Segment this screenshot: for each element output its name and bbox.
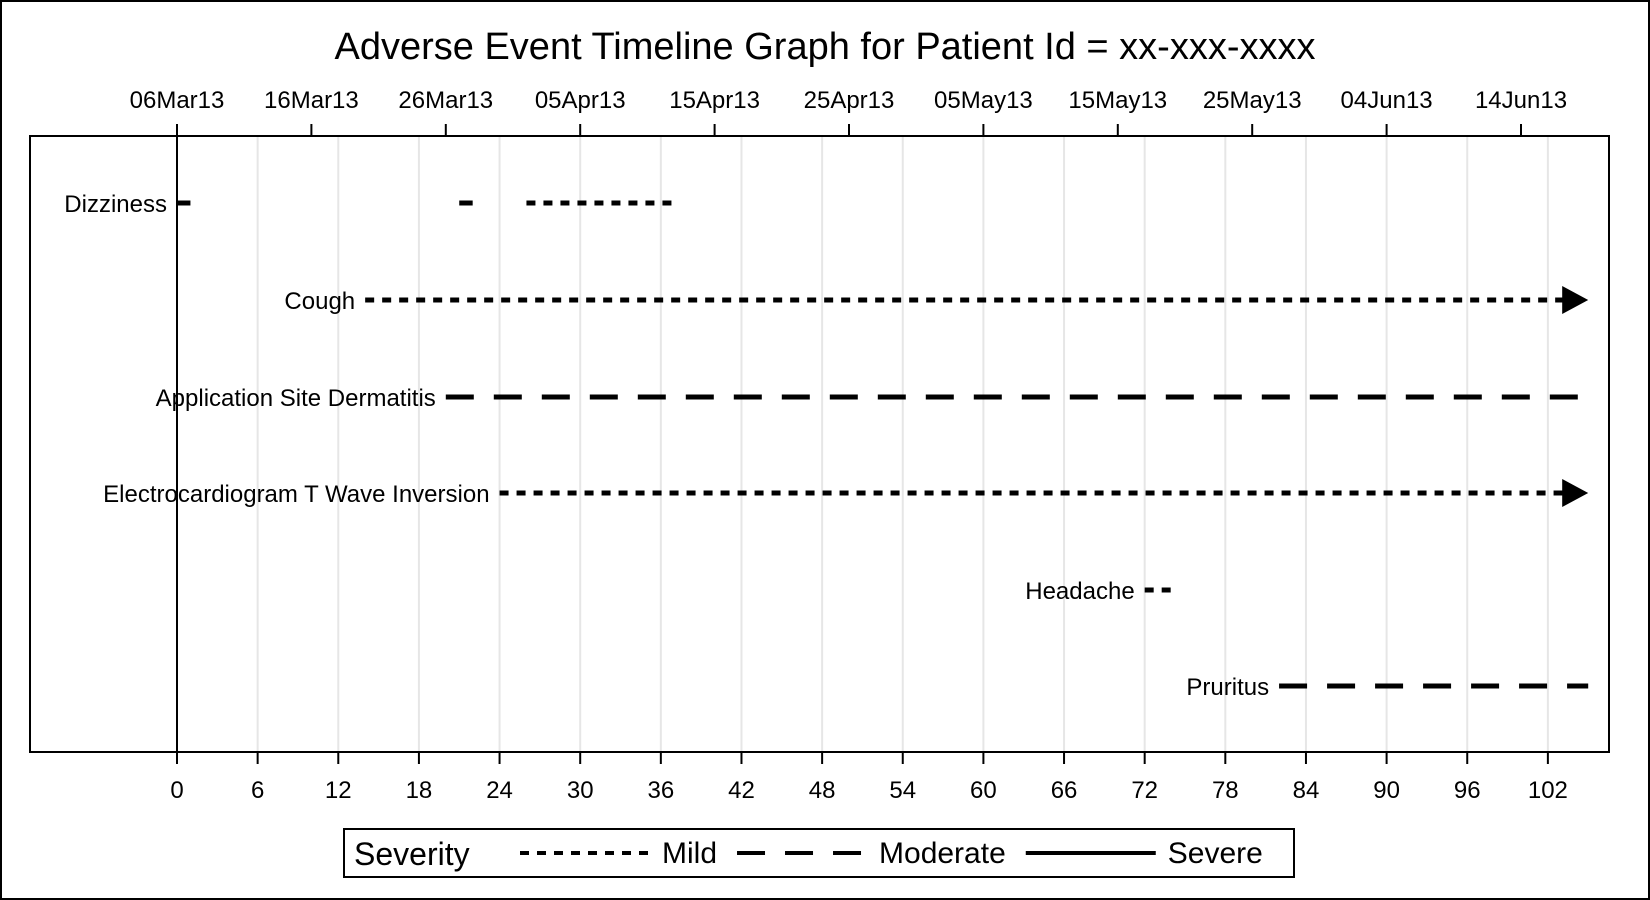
day-tick-label-11: 66 — [1051, 777, 1078, 804]
event-label-2: Application Site Dermatitis — [156, 385, 436, 412]
date-tick-label-0: 06Mar13 — [130, 87, 225, 114]
event-label-4: Headache — [1025, 578, 1134, 605]
day-axis: 0 6 12 18 24 30 36 42 48 54 60 66 72 78 84 90 96 102 — [170, 752, 1568, 804]
date-tick-label-9: 04Jun13 — [1341, 87, 1433, 114]
event-row-0: Dizziness — [64, 191, 675, 218]
legend-label-severe: Severe — [1168, 837, 1263, 870]
severity-legend: Severity Mild Moderate Severe — [343, 828, 1295, 878]
day-tick-label-12: 72 — [1131, 777, 1158, 804]
date-tick-label-1: 16Mar13 — [264, 87, 359, 114]
day-tick-label-5: 30 — [567, 777, 594, 804]
date-tick-label-2: 26Mar13 — [398, 87, 493, 114]
event-row-4: Headache — [1025, 578, 1172, 605]
plot-area-border — [29, 135, 1610, 753]
day-tick-label-3: 18 — [406, 777, 433, 804]
day-tick-label-4: 24 — [486, 777, 513, 804]
day-tick-label-15: 90 — [1373, 777, 1400, 804]
date-tick-label-10: 14Jun13 — [1475, 87, 1567, 114]
event-label-1: Cough — [284, 288, 355, 315]
date-tick-label-6: 05May13 — [934, 87, 1033, 114]
legend-label-moderate: Moderate — [879, 837, 1006, 870]
event-row-1: Cough — [284, 286, 1589, 315]
event-row-2: Application Site Dermatitis — [156, 385, 1589, 412]
event-label-3: Electrocardiogram T Wave Inversion — [103, 481, 489, 508]
ongoing-arrow-3-0 — [1562, 479, 1589, 507]
day-tick-label-0: 0 — [170, 777, 183, 804]
date-axis: 06Mar13 16Mar13 26Mar13 05Apr13 15Apr13 25Apr… — [130, 87, 1567, 136]
date-tick-label-5: 25Apr13 — [804, 87, 895, 114]
day-tick-label-14: 84 — [1293, 777, 1320, 804]
ongoing-arrow-1-0 — [1562, 286, 1589, 314]
day-tick-label-6: 36 — [647, 777, 674, 804]
day-tick-label-2: 12 — [325, 777, 352, 804]
day-tick-label-8: 48 — [809, 777, 836, 804]
date-tick-label-3: 05Apr13 — [535, 87, 626, 114]
event-label-0: Dizziness — [64, 191, 167, 218]
legend-title: Severity — [354, 836, 470, 872]
day-tick-label-10: 60 — [970, 777, 997, 804]
event-bars: Dizziness Cough Application Site Dermatiti… — [64, 191, 1589, 701]
legend-items: Mild Moderate Severe — [520, 837, 1263, 870]
day-tick-label-17: 102 — [1528, 777, 1568, 804]
day-tick-label-16: 96 — [1454, 777, 1481, 804]
event-label-5: Pruritus — [1186, 674, 1269, 701]
grid-lines — [256, 136, 1549, 752]
date-tick-label-8: 25May13 — [1203, 87, 1302, 114]
day-tick-label-9: 54 — [889, 777, 916, 804]
day-tick-label-1: 6 — [251, 777, 264, 804]
date-tick-label-4: 15Apr13 — [669, 87, 760, 114]
day-tick-label-13: 78 — [1212, 777, 1239, 804]
chart-title: Adverse Event Timeline Graph for Patient… — [335, 26, 1316, 68]
day-tick-label-7: 42 — [728, 777, 755, 804]
event-row-5: Pruritus — [1186, 674, 1589, 701]
legend-label-mild: Mild — [662, 837, 717, 870]
event-row-3: Electrocardiogram T Wave Inversion — [103, 479, 1589, 508]
date-tick-label-7: 15May13 — [1068, 87, 1167, 114]
